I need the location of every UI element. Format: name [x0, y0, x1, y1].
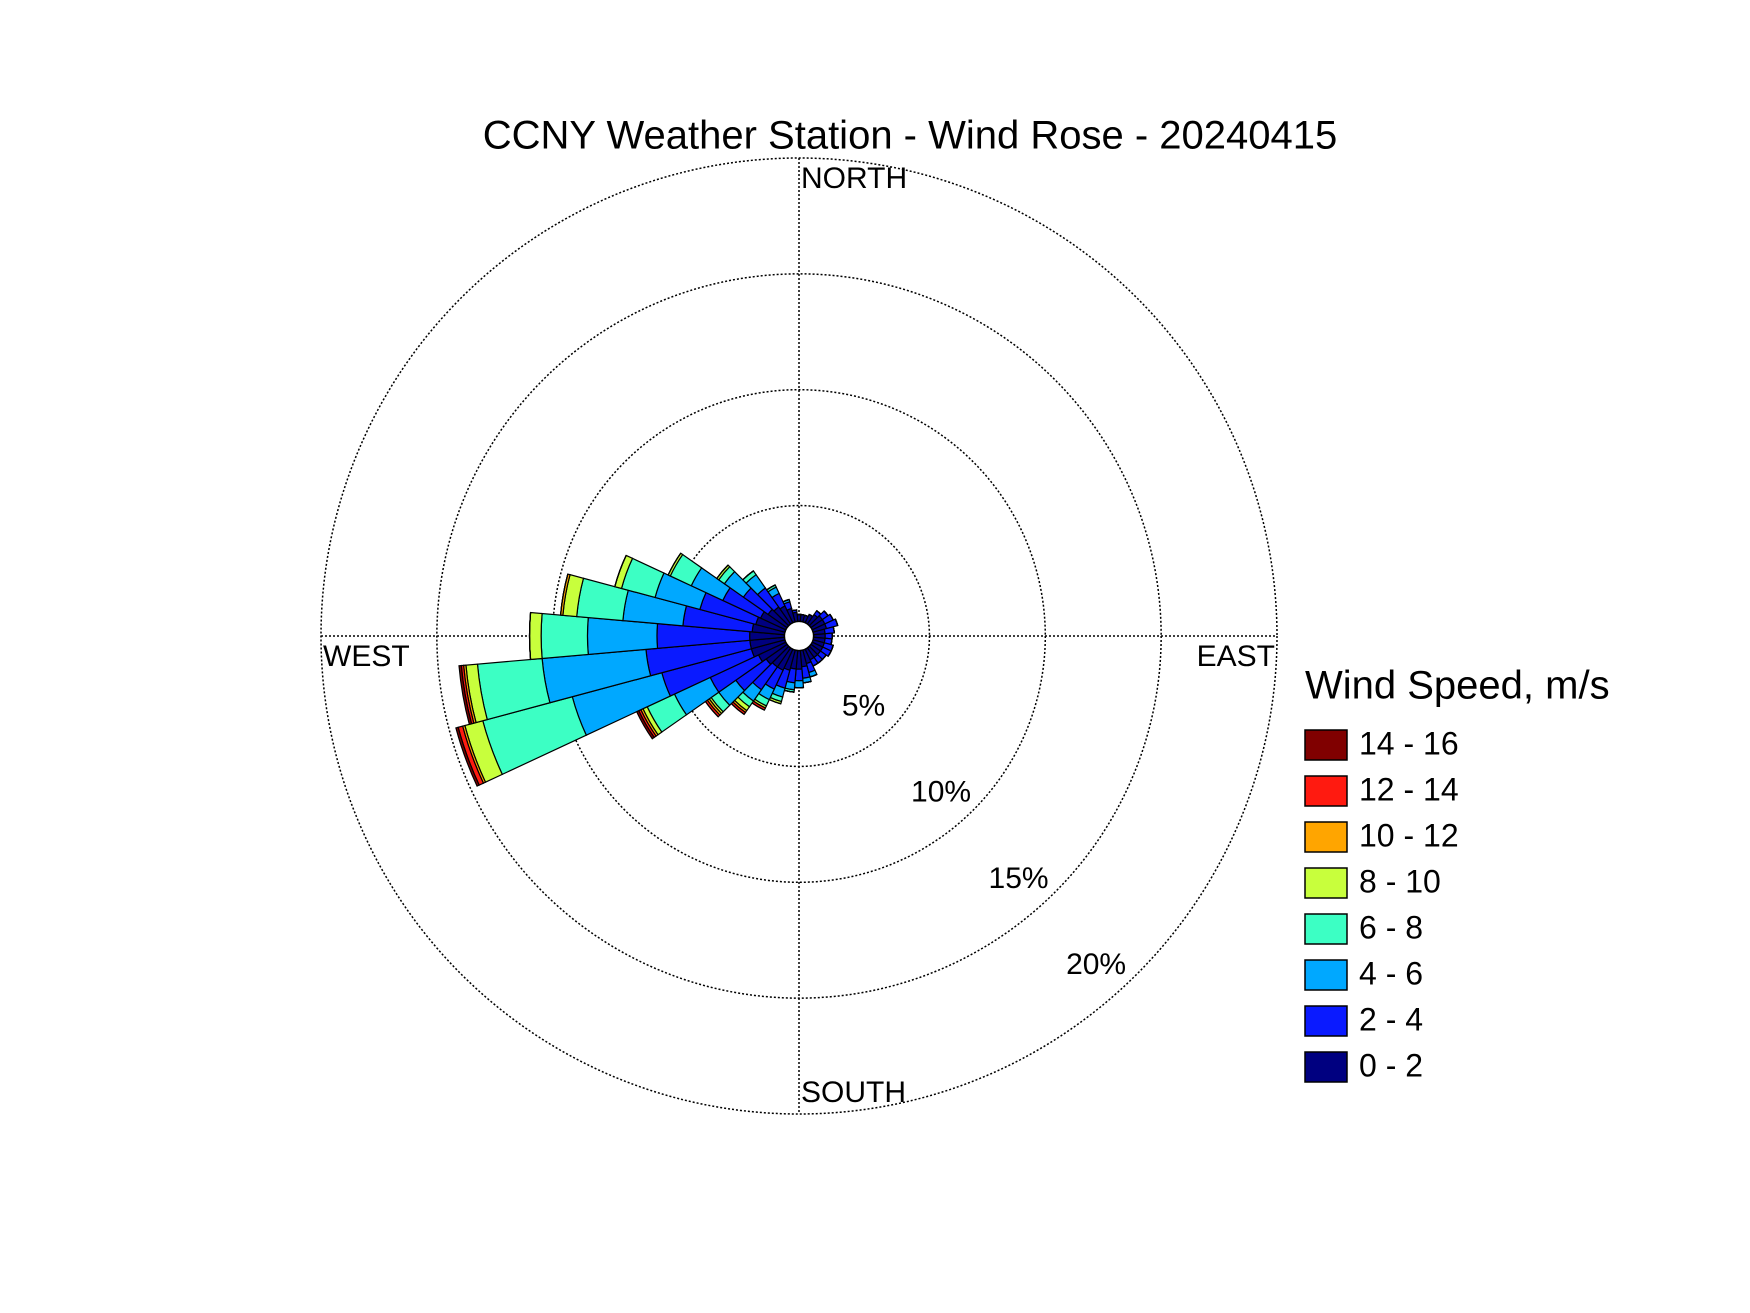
wind-segment [540, 612, 589, 660]
wind-segment [455, 726, 480, 787]
legend-label: 10 - 12 [1359, 817, 1459, 853]
wind-segment [528, 611, 543, 661]
legend-swatch [1304, 775, 1348, 807]
direction-label: NORTH [801, 162, 907, 195]
r-tick-label: 10% [911, 776, 971, 809]
legend-label: 0 - 2 [1359, 1047, 1423, 1083]
legend-swatch [1304, 1051, 1348, 1083]
legend-swatch [1304, 959, 1348, 991]
legend-swatch [1304, 1005, 1348, 1037]
wind-segment [742, 570, 754, 581]
r-tick-label: 20% [1066, 948, 1126, 981]
legend-title: Wind Speed, m/s [1305, 664, 1610, 708]
r-tick-label: 5% [842, 690, 885, 723]
legend-swatch [1304, 729, 1348, 761]
legend-label: 6 - 8 [1359, 909, 1423, 945]
legend-label: 2 - 4 [1359, 1001, 1423, 1037]
legend-label: 8 - 10 [1359, 863, 1441, 899]
wind-segment [832, 626, 835, 633]
legend-label: 14 - 16 [1359, 725, 1459, 761]
legend-swatch [1304, 821, 1348, 853]
legend-label: 4 - 6 [1359, 955, 1423, 991]
direction-label: SOUTH [801, 1076, 906, 1109]
direction-label: EAST [1197, 640, 1275, 673]
wind-segment [716, 564, 729, 579]
wind-segment [793, 679, 805, 689]
legend-swatch [1304, 867, 1348, 899]
legend-label: 12 - 14 [1359, 771, 1459, 807]
wind-segment [614, 555, 627, 587]
wind-segment [782, 598, 790, 603]
center-hole [783, 620, 815, 652]
legend-swatch [1304, 913, 1348, 945]
direction-label: WEST [323, 640, 410, 673]
r-tick-label: 15% [989, 862, 1049, 895]
wind-segment [458, 664, 473, 726]
chart-title: CCNY Weather Station - Wind Rose - 20240… [483, 114, 1338, 158]
